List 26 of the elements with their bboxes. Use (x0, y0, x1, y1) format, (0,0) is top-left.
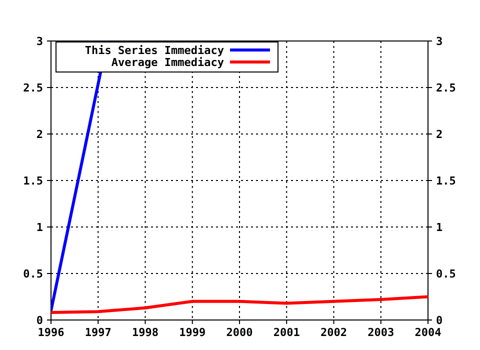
x-tick-label: 1999 (179, 326, 206, 339)
x-tick-label: 2000 (226, 326, 253, 339)
y-tick-label: 0.5 (23, 268, 43, 280)
y2-tick-label: 0 (436, 314, 443, 327)
x-tick-label: 2002 (320, 326, 347, 339)
y2-tick-label: 2.5 (436, 82, 456, 94)
x-tick-label: 2001 (273, 326, 300, 339)
y2-tick-label: 2 (436, 128, 443, 141)
x-tick-label: 1996 (38, 326, 65, 339)
x-tick-label: 1997 (84, 326, 112, 339)
y-tick-label: 3 (36, 35, 43, 48)
line-series (51, 295, 428, 314)
y-tick-label: 2.5 (23, 82, 43, 94)
x-tick-label: 2004 (414, 326, 442, 339)
x-tick-label: 1998 (132, 326, 158, 339)
y2-tick-label: 0.5 (436, 268, 456, 280)
y2-tick-label: 1 (436, 221, 443, 234)
y-tick-label: 0 (36, 314, 43, 327)
y-tick-label: 2 (36, 128, 43, 141)
y2-tick-label: 1.5 (436, 174, 456, 188)
y-tick-label: 1 (36, 221, 44, 234)
y-tick-label: 1.5 (23, 174, 43, 188)
x-tick-label: 2003 (368, 326, 394, 339)
legend-label: This Series Immediacy (84, 44, 224, 57)
y2-tick-label: 3 (436, 35, 443, 48)
legend-label: Average Immediacy (111, 56, 224, 69)
